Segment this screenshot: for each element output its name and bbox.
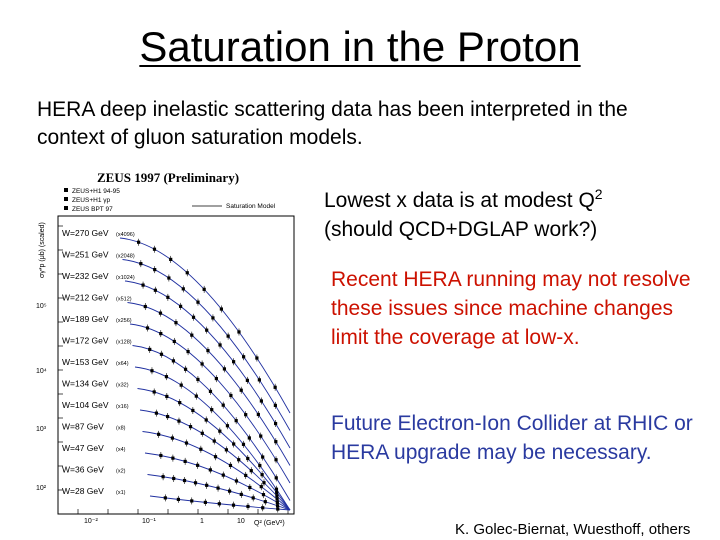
series-label: W=153 GeV bbox=[62, 357, 109, 367]
series-label: W=87 GeV bbox=[62, 422, 104, 432]
zeus-figure: ZEUS 1997 (Preliminary) ZEUS+H1 94-95 ZE… bbox=[32, 168, 302, 530]
plot-area: W=270 GeV (x4096) W=251 GeV (x2048) W=232 Ge… bbox=[57, 215, 295, 515]
y-axis-label: σγ*p (μb) (scaled) bbox=[39, 222, 46, 278]
model-curve bbox=[134, 366, 291, 511]
series-scale: (x256) bbox=[116, 318, 132, 324]
series-scale: (x64) bbox=[116, 361, 129, 367]
intro-text: HERA deep inelastic scattering data has … bbox=[37, 98, 628, 149]
model-curve bbox=[139, 409, 291, 511]
series-label: W=36 GeV bbox=[62, 465, 104, 475]
figure-header: ZEUS 1997 (Preliminary) bbox=[97, 170, 239, 185]
legend-entry-1: ZEUS+H1 94-95 bbox=[72, 188, 120, 195]
y-tick-2: 10⁴ bbox=[36, 368, 47, 375]
legend-entry-2: ZEUS+H1 γp bbox=[72, 197, 110, 204]
series-scale: (x2048) bbox=[116, 254, 135, 260]
series-label: W=232 GeV bbox=[62, 271, 109, 281]
x-tick-1: 10⁻² bbox=[84, 518, 98, 525]
series-scale: (x8) bbox=[116, 426, 126, 432]
series-label: W=104 GeV bbox=[62, 400, 109, 410]
legend-marker-1 bbox=[64, 188, 68, 192]
series-scale: (x2) bbox=[116, 469, 126, 475]
legend-model-label: Saturation Model bbox=[226, 203, 276, 210]
zeus-plot: ZEUS 1997 (Preliminary) ZEUS+H1 94-95 ZE… bbox=[36, 170, 295, 527]
series-scale: (x4096) bbox=[116, 232, 135, 238]
series-scale: (x512) bbox=[116, 297, 132, 303]
model-curve bbox=[119, 237, 291, 414]
series-scale: (x128) bbox=[116, 340, 132, 346]
plot-frame bbox=[57, 215, 295, 515]
model-curve bbox=[137, 388, 291, 511]
series-label: W=28 GeV bbox=[62, 486, 104, 496]
x-tick-3: 1 bbox=[200, 518, 204, 525]
legend-marker-2 bbox=[64, 197, 68, 201]
figure-legend: ZEUS+H1 94-95 ZEUS+H1 γp ZEUS BPT 97 Sat… bbox=[64, 188, 276, 213]
bullet-future-eic: Future Electron-Ion Collider at RHIC or … bbox=[331, 412, 693, 464]
y-tick-3: 10³ bbox=[36, 426, 47, 433]
series-scale: (x16) bbox=[116, 404, 129, 410]
series-scale: (x32) bbox=[116, 383, 129, 389]
slide-title: Saturation in the Proton bbox=[139, 23, 581, 70]
model-curve bbox=[127, 302, 291, 466]
series-label: W=134 GeV bbox=[62, 379, 109, 389]
bullet-recent-hera: Recent HERA running may not resolve thes… bbox=[331, 268, 691, 349]
bullet-lowest-x-main: Lowest x data is at modest Q bbox=[324, 189, 595, 212]
series-label: W=47 GeV bbox=[62, 443, 104, 453]
model-curve bbox=[124, 280, 291, 449]
legend-entry-3: ZEUS BPT 97 bbox=[72, 206, 113, 213]
bullet-lowest-x-rest: (should QCD+DGLAP work?) bbox=[324, 218, 598, 241]
series-label: W=212 GeV bbox=[62, 293, 109, 303]
model-curve bbox=[132, 345, 291, 501]
y-tick-1: 10⁵ bbox=[36, 303, 47, 310]
y-tick-4: 10² bbox=[36, 485, 47, 492]
series-label: W=270 GeV bbox=[62, 228, 109, 238]
x-tick-2: 10⁻¹ bbox=[142, 518, 156, 525]
bullet-lowest-x-sup: 2 bbox=[594, 186, 603, 202]
series-scale: (x4) bbox=[116, 447, 126, 453]
bullet-lowest-x: Lowest x data is at modest Q2 (should QC… bbox=[324, 180, 684, 244]
credit-text: K. Golec-Biernat, Wuesthoff, others bbox=[455, 521, 691, 538]
x-tick-4: 10 bbox=[237, 518, 245, 525]
series-scale: (x1) bbox=[116, 490, 126, 496]
series-scale: (x1024) bbox=[116, 275, 135, 281]
series-label: W=172 GeV bbox=[62, 336, 109, 346]
model-curve bbox=[129, 323, 291, 484]
legend-marker-3 bbox=[64, 206, 68, 210]
series-label: W=251 GeV bbox=[62, 250, 109, 260]
series-label: W=189 GeV bbox=[62, 314, 109, 324]
x-axis-label: Q² (GeV²) bbox=[254, 520, 285, 527]
